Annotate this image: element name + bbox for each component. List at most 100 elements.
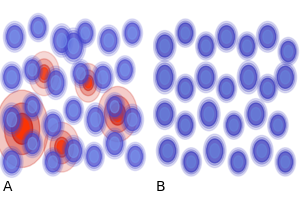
Ellipse shape	[201, 71, 211, 84]
Ellipse shape	[57, 141, 66, 154]
Ellipse shape	[75, 19, 95, 47]
Ellipse shape	[95, 66, 111, 88]
Ellipse shape	[57, 33, 67, 48]
Ellipse shape	[181, 27, 190, 39]
Ellipse shape	[257, 144, 267, 158]
Ellipse shape	[121, 64, 129, 76]
Ellipse shape	[110, 103, 125, 125]
Ellipse shape	[260, 78, 275, 98]
Ellipse shape	[128, 27, 137, 39]
Ellipse shape	[50, 131, 74, 164]
Ellipse shape	[197, 97, 220, 131]
Ellipse shape	[259, 76, 277, 100]
Ellipse shape	[105, 130, 124, 157]
Ellipse shape	[34, 22, 43, 34]
Ellipse shape	[75, 63, 101, 102]
Ellipse shape	[222, 82, 231, 94]
Ellipse shape	[110, 137, 119, 150]
Ellipse shape	[83, 75, 94, 91]
Ellipse shape	[237, 61, 260, 94]
Ellipse shape	[43, 148, 63, 176]
Ellipse shape	[175, 74, 196, 102]
Ellipse shape	[84, 103, 107, 136]
Ellipse shape	[29, 52, 59, 96]
Ellipse shape	[70, 59, 91, 88]
Ellipse shape	[240, 36, 254, 56]
Ellipse shape	[277, 150, 294, 174]
Ellipse shape	[90, 150, 98, 162]
Ellipse shape	[263, 82, 272, 94]
Ellipse shape	[216, 74, 237, 102]
Ellipse shape	[241, 65, 256, 89]
Ellipse shape	[271, 115, 285, 135]
Ellipse shape	[284, 45, 293, 58]
Ellipse shape	[205, 137, 224, 165]
Ellipse shape	[197, 34, 215, 58]
Text: A: A	[3, 180, 13, 194]
Ellipse shape	[4, 103, 40, 155]
Ellipse shape	[107, 97, 122, 117]
Ellipse shape	[4, 108, 20, 132]
Ellipse shape	[85, 144, 103, 169]
Ellipse shape	[25, 133, 40, 154]
Ellipse shape	[157, 103, 173, 125]
Ellipse shape	[280, 71, 290, 84]
Ellipse shape	[110, 101, 119, 113]
Ellipse shape	[198, 66, 214, 88]
Ellipse shape	[63, 31, 84, 61]
Ellipse shape	[252, 138, 272, 164]
Ellipse shape	[275, 148, 296, 176]
Ellipse shape	[81, 27, 90, 39]
Ellipse shape	[115, 56, 135, 84]
Ellipse shape	[163, 144, 172, 158]
Ellipse shape	[215, 21, 238, 52]
Ellipse shape	[153, 99, 176, 130]
Ellipse shape	[230, 119, 238, 131]
Ellipse shape	[228, 148, 248, 176]
Ellipse shape	[176, 113, 194, 137]
Ellipse shape	[244, 70, 254, 84]
Ellipse shape	[157, 35, 173, 57]
Ellipse shape	[279, 39, 297, 64]
Ellipse shape	[118, 60, 132, 80]
Ellipse shape	[0, 90, 49, 167]
Ellipse shape	[31, 17, 46, 38]
Ellipse shape	[207, 139, 223, 163]
Ellipse shape	[2, 105, 22, 134]
Ellipse shape	[85, 78, 92, 88]
Ellipse shape	[257, 74, 278, 102]
Ellipse shape	[0, 103, 23, 136]
Ellipse shape	[155, 33, 175, 59]
Ellipse shape	[184, 152, 199, 172]
Ellipse shape	[104, 34, 114, 47]
Ellipse shape	[155, 101, 175, 127]
Ellipse shape	[88, 108, 103, 132]
Ellipse shape	[98, 25, 120, 56]
Ellipse shape	[48, 118, 58, 132]
Ellipse shape	[84, 142, 104, 171]
Ellipse shape	[230, 150, 247, 174]
Ellipse shape	[196, 32, 216, 60]
Ellipse shape	[234, 156, 243, 168]
Ellipse shape	[76, 68, 85, 80]
Ellipse shape	[128, 146, 142, 167]
Text: B: B	[156, 180, 166, 194]
Ellipse shape	[5, 24, 24, 50]
Ellipse shape	[4, 151, 20, 173]
Ellipse shape	[222, 30, 231, 43]
Ellipse shape	[52, 26, 71, 55]
Ellipse shape	[7, 112, 16, 127]
Ellipse shape	[160, 39, 169, 53]
Ellipse shape	[274, 62, 297, 93]
Ellipse shape	[3, 21, 26, 52]
Ellipse shape	[101, 29, 117, 52]
Ellipse shape	[176, 76, 194, 100]
Ellipse shape	[219, 78, 234, 98]
Ellipse shape	[4, 66, 20, 88]
Ellipse shape	[246, 101, 266, 127]
Ellipse shape	[281, 41, 296, 62]
Ellipse shape	[239, 63, 258, 92]
Ellipse shape	[98, 86, 137, 142]
Ellipse shape	[158, 138, 177, 164]
Ellipse shape	[61, 28, 86, 64]
